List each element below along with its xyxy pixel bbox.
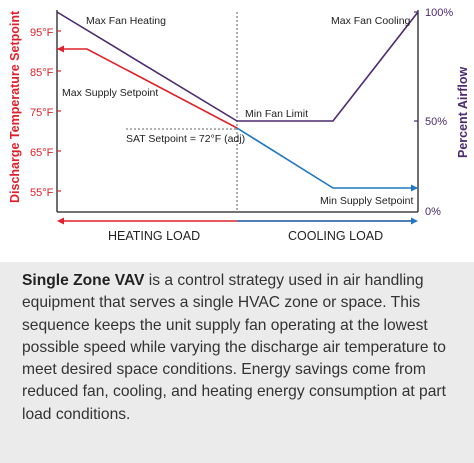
cooling-load-label: COOLING LOAD — [288, 229, 383, 243]
left-tick-95: 95°F — [30, 27, 54, 39]
left-tick-marks — [57, 30, 61, 192]
min-supply-setpoint-label: Min Supply Setpoint — [320, 195, 413, 207]
right-tick-100: 100% — [425, 7, 453, 19]
single-zone-vav-diagram: 95°F 85°F 75°F 65°F 55°F 100% 50% 0% Dis… — [8, 7, 470, 243]
caption-paragraph: Single Zone VAV is a control strategy us… — [22, 270, 462, 426]
max-fan-cooling-label: Max Fan Cooling — [331, 15, 411, 27]
right-tick-0: 0% — [425, 206, 441, 218]
max-fan-heating-label: Max Fan Heating — [86, 15, 166, 27]
caption-body: is a control strategy used in air handli… — [22, 272, 446, 423]
caption-title: Single Zone VAV — [22, 272, 145, 289]
cooling-temperature-line — [236, 127, 418, 189]
heating-temperature-line — [57, 48, 238, 129]
left-tick-85: 85°F — [30, 67, 54, 79]
caption-panel — [0, 262, 474, 463]
heating-load-arrow-head — [57, 217, 64, 225]
max-supply-setpoint-label: Max Supply Setpoint — [62, 87, 158, 99]
sat-setpoint-label: SAT Setpoint = 72°F (adj) — [126, 133, 245, 145]
heating-load-label: HEATING LOAD — [108, 229, 200, 243]
max-supply-arrow-head — [57, 45, 64, 53]
y-right-axis-label: Percent Airflow — [456, 66, 470, 158]
left-tick-55: 55°F — [30, 187, 54, 199]
left-tick-65: 65°F — [30, 147, 54, 159]
right-tick-50: 50% — [425, 116, 447, 128]
left-tick-75: 75°F — [30, 107, 54, 119]
y-left-axis-label: Discharge Temperature Setpoint — [8, 10, 22, 203]
min-fan-limit-label: Min Fan Limit — [245, 108, 308, 120]
airflow-line — [56, 11, 419, 122]
min-supply-arrow-head — [411, 184, 418, 192]
cooling-load-arrow-head — [411, 217, 418, 225]
